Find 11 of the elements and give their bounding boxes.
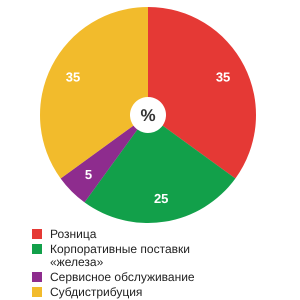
donut-slice xyxy=(84,126,236,223)
data-label: 35 xyxy=(216,69,230,84)
data-label: 5 xyxy=(84,167,92,182)
data-label: 35 xyxy=(66,69,80,84)
legend-label: Субдистрибуция xyxy=(50,285,142,300)
data-label: 25 xyxy=(154,190,168,206)
donut-slice xyxy=(60,126,138,202)
legend-label: Розница xyxy=(50,227,97,242)
text: % xyxy=(140,106,156,125)
legend-label: Корпоративные поставки «железа» xyxy=(50,242,190,270)
legend-label: Сервисное обслуживание xyxy=(50,270,195,284)
